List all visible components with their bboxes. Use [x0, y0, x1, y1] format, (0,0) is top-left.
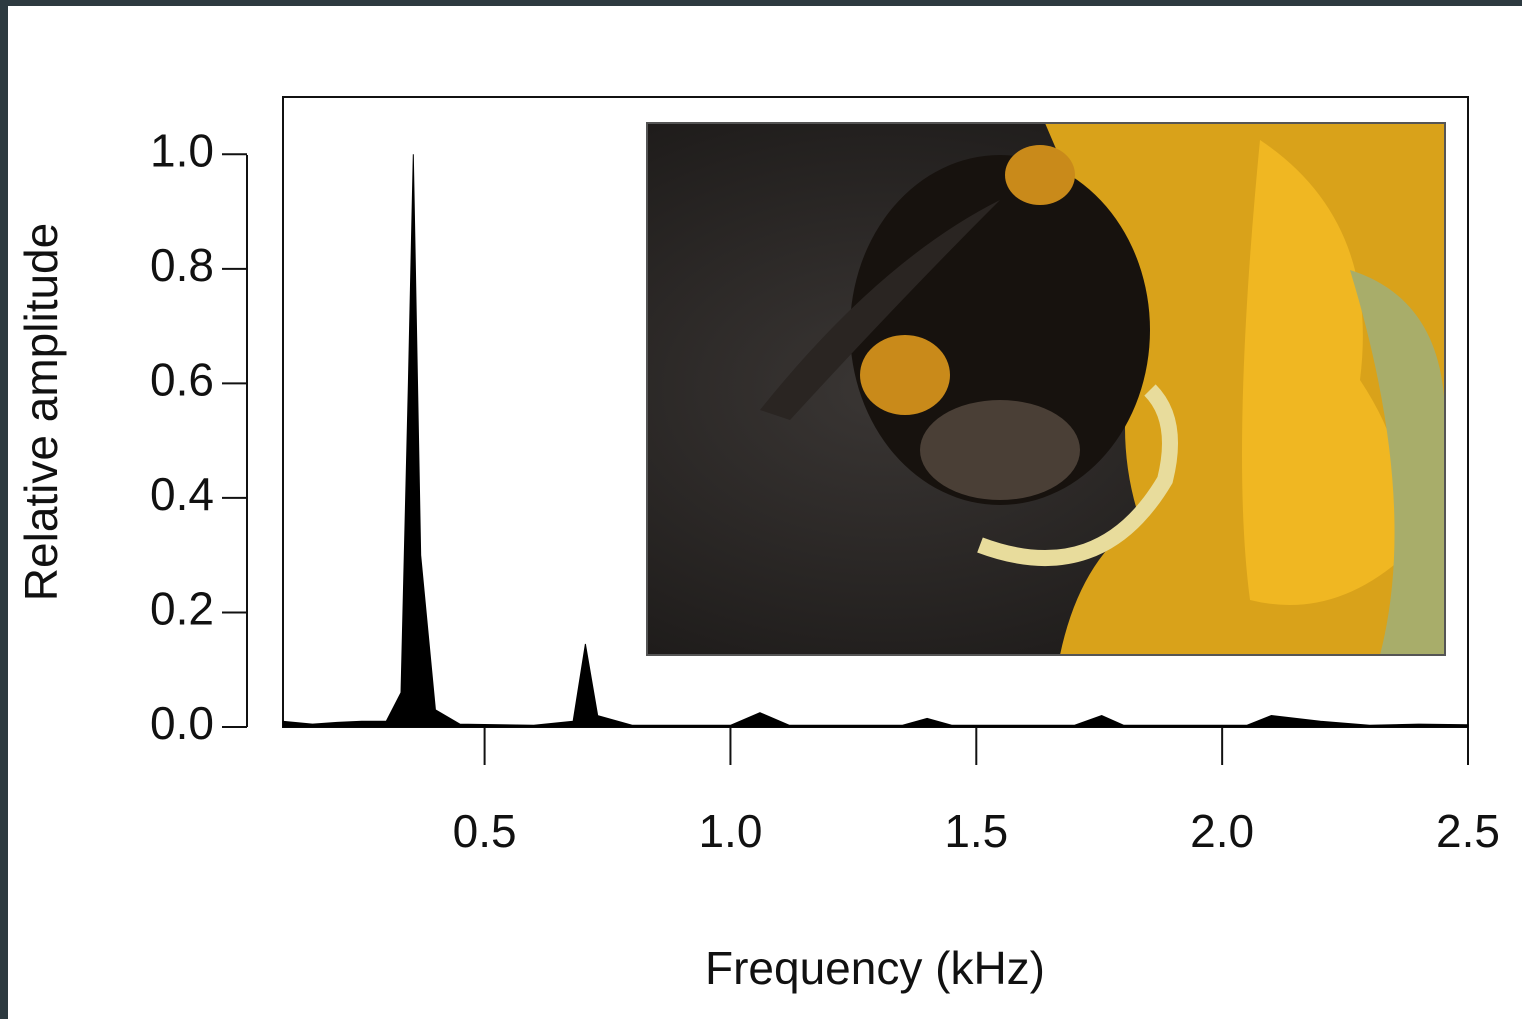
y-tick-label: 0.8 [150, 239, 214, 291]
y-tick-label: 0.2 [150, 583, 214, 635]
chart: Frequency (kHz) Relative amplitude 0.0 0.… [0, 0, 1522, 1019]
x-tick-label: 2.5 [1436, 805, 1500, 857]
y-tick-label: 0.4 [150, 468, 214, 520]
y-tick-label: 1.0 [150, 124, 214, 176]
x-tick-label: 2.0 [1190, 805, 1254, 857]
x-axis-title: Frequency (kHz) [705, 942, 1045, 994]
page: {"chart_data": {"type": "area", "x_label… [0, 0, 1522, 1019]
y-tick-label: 0.6 [150, 354, 214, 406]
inset-photo [647, 123, 1445, 655]
x-tick-label: 1.5 [944, 805, 1008, 857]
y-axis-title: Relative amplitude [15, 223, 67, 601]
x-tick-label: 1.0 [698, 805, 762, 857]
x-tick-label: 0.5 [453, 805, 517, 857]
y-tick-label: 0.0 [150, 697, 214, 749]
